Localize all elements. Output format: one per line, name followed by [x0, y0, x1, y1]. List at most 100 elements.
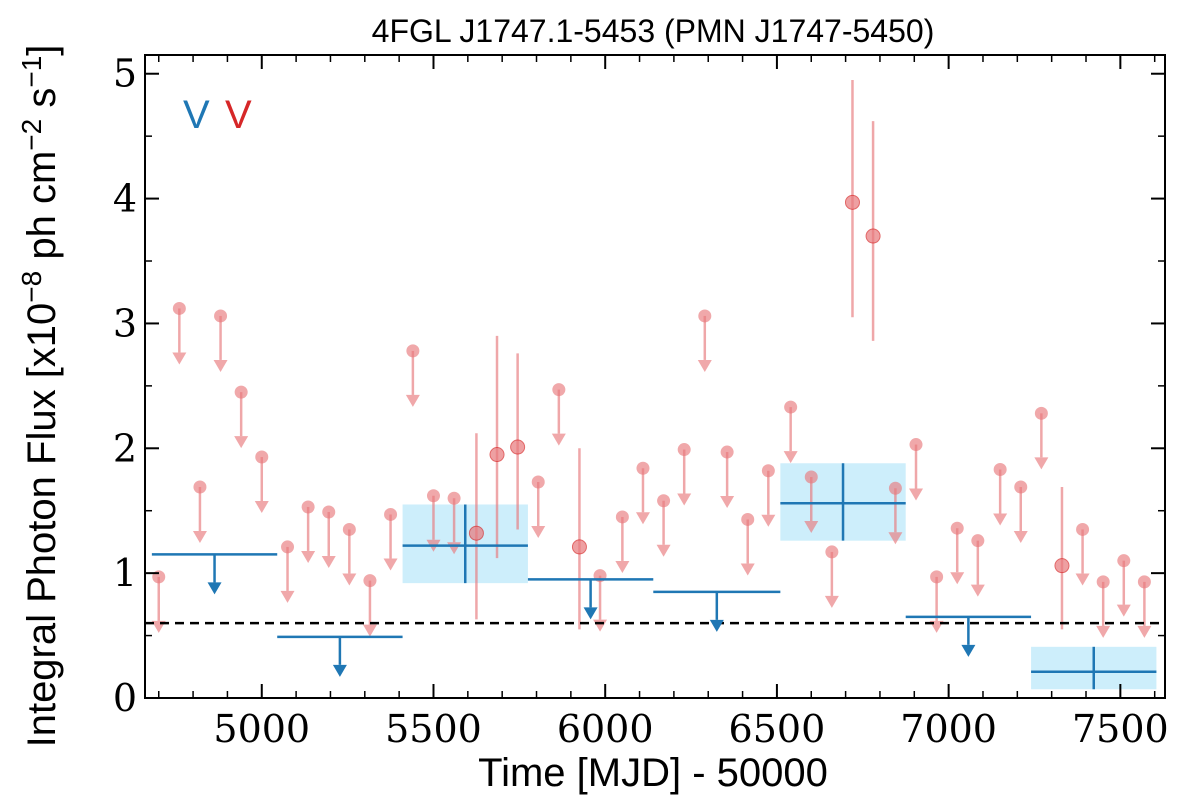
red-upper-limit-arrow [405, 394, 420, 407]
red-upper-limit-point [993, 463, 1007, 477]
red-detection-point [468, 525, 484, 541]
red-upper-limit-arrow [192, 530, 207, 543]
x-tick-label: 6000 [557, 707, 654, 751]
red-upper-limit-arrow [1034, 457, 1049, 470]
red-upper-limit-arrow [342, 573, 357, 586]
red-upper-limit-arrow [970, 584, 985, 597]
red-upper-limit-arrow [720, 496, 735, 509]
red-upper-limit-point [322, 505, 336, 519]
red-detection-point [510, 439, 526, 455]
red-upper-limit-point [930, 570, 944, 584]
x-tick-label: 7000 [900, 707, 997, 751]
red-upper-limit-arrow [804, 521, 819, 534]
plot-area [145, 79, 1165, 690]
red-upper-limit-point [950, 521, 964, 535]
y-tick-label: 2 [113, 426, 137, 470]
red-upper-limit-arrow [254, 501, 269, 514]
red-upper-limit-arrow [301, 550, 316, 563]
red-upper-limit-arrow [1013, 530, 1028, 543]
red-upper-limit-point [1034, 406, 1048, 420]
red-upper-limit-point [615, 510, 629, 524]
red-upper-limit-arrow [697, 359, 712, 372]
red-upper-limit-point [342, 522, 356, 536]
red-upper-limit-arrow [677, 493, 692, 506]
red-upper-limit-arrow [783, 451, 798, 464]
y-axis-title-exp2: −2 [16, 119, 47, 151]
red-upper-limit-point [531, 475, 545, 489]
red-upper-limit-arrow [321, 555, 336, 568]
red-upper-limit-arrow [1075, 573, 1090, 586]
x-tick-label: 5500 [385, 707, 482, 751]
red-upper-limit-arrow [172, 352, 187, 365]
red-upper-limit-point [426, 489, 440, 503]
red-upper-limit-arrow [888, 532, 903, 545]
red-upper-limit-point [971, 534, 985, 548]
plot-frame [144, 54, 1166, 699]
y-tick-label: 3 [113, 301, 137, 345]
x-tick-label: 5000 [213, 707, 310, 751]
red-upper-limit-arrow [1096, 625, 1111, 638]
y-axis-title-close: ] [20, 45, 64, 56]
red-upper-limit-arrow [1116, 604, 1131, 617]
red-upper-limit-arrow [383, 558, 398, 571]
red-detection-point [1054, 558, 1070, 574]
red-upper-limit-arrow [280, 590, 295, 603]
red-upper-limit-point [1014, 480, 1028, 494]
red-upper-limit-point [384, 507, 398, 521]
blue-upper-limit-arrow [332, 664, 347, 677]
chart-title: 4FGL J1747.1-5453 (PMN J1747-5450) [372, 13, 935, 49]
blue-upper-limit-arrow [961, 644, 976, 657]
blue-upper-limit-arrow [583, 607, 598, 620]
red-upper-limit-arrow [551, 433, 566, 446]
y-axis-title-exp1: −8 [16, 271, 47, 303]
legend-label-red: V [225, 93, 252, 137]
y-tick-label: 0 [113, 676, 137, 720]
x-axis-title: Time [MJD] - 50000 [478, 751, 828, 795]
red-upper-limit-arrow [635, 512, 650, 525]
red-upper-limit-arrow [362, 624, 377, 637]
x-tick-label: 6500 [729, 707, 826, 751]
red-upper-limit-point [301, 500, 315, 514]
red-upper-limit-point [1076, 522, 1090, 536]
y-axis-title-main: Integral Photon Flux [x10 [20, 303, 64, 748]
red-upper-limit-arrow [824, 595, 839, 608]
red-upper-limit-arrow [593, 619, 608, 632]
red-upper-limit-point [741, 512, 755, 526]
axis-ticks: 5000 5500 6000 6500 7000 7500 0 1 2 3 4 5 [113, 52, 1169, 751]
red-upper-limit-point [698, 309, 712, 323]
y-tick-label: 4 [113, 177, 137, 221]
red-upper-limit-arrow [531, 526, 546, 539]
red-upper-limit-arrow [950, 572, 965, 585]
y-axis-title-exp3: −1 [16, 56, 47, 88]
red-upper-limit-point [234, 385, 248, 399]
red-upper-limit-point [636, 461, 650, 475]
x-tick-label: 7500 [1072, 707, 1169, 751]
red-upper-limit-point [825, 545, 839, 559]
red-upper-limit-arrow [615, 560, 630, 573]
red-upper-limit-point [552, 383, 566, 397]
red-detection-point [844, 194, 860, 210]
red-upper-limit-arrow [656, 544, 671, 557]
red-upper-limit-point [1096, 575, 1110, 589]
red-upper-limit-arrow [213, 359, 228, 372]
red-upper-limit-point [281, 540, 295, 554]
y-axis-title: Integral Photon Flux [x10−8 ph cm−2 s−1] [16, 45, 64, 748]
y-axis-title-s: s [20, 88, 64, 119]
red-upper-limit-point [720, 445, 734, 459]
y-tick-label: 5 [113, 52, 137, 96]
red-upper-limit-point [214, 309, 228, 323]
red-upper-limit-arrow [993, 513, 1008, 526]
red-upper-limit-arrow [761, 514, 776, 527]
red-upper-limit-point [657, 494, 671, 508]
red-upper-limit-point [761, 464, 775, 478]
red-upper-limit-point [784, 400, 798, 414]
red-detection-point [865, 228, 881, 244]
red-upper-limit-arrow [1137, 625, 1152, 638]
red-upper-limit-point [447, 491, 461, 505]
red-upper-limit-point [363, 574, 377, 588]
red-upper-limit-point [255, 450, 269, 464]
blue-upper-limit-arrow [709, 619, 724, 632]
red-upper-limit-point [406, 344, 420, 358]
red-upper-limit-point [1137, 575, 1151, 589]
